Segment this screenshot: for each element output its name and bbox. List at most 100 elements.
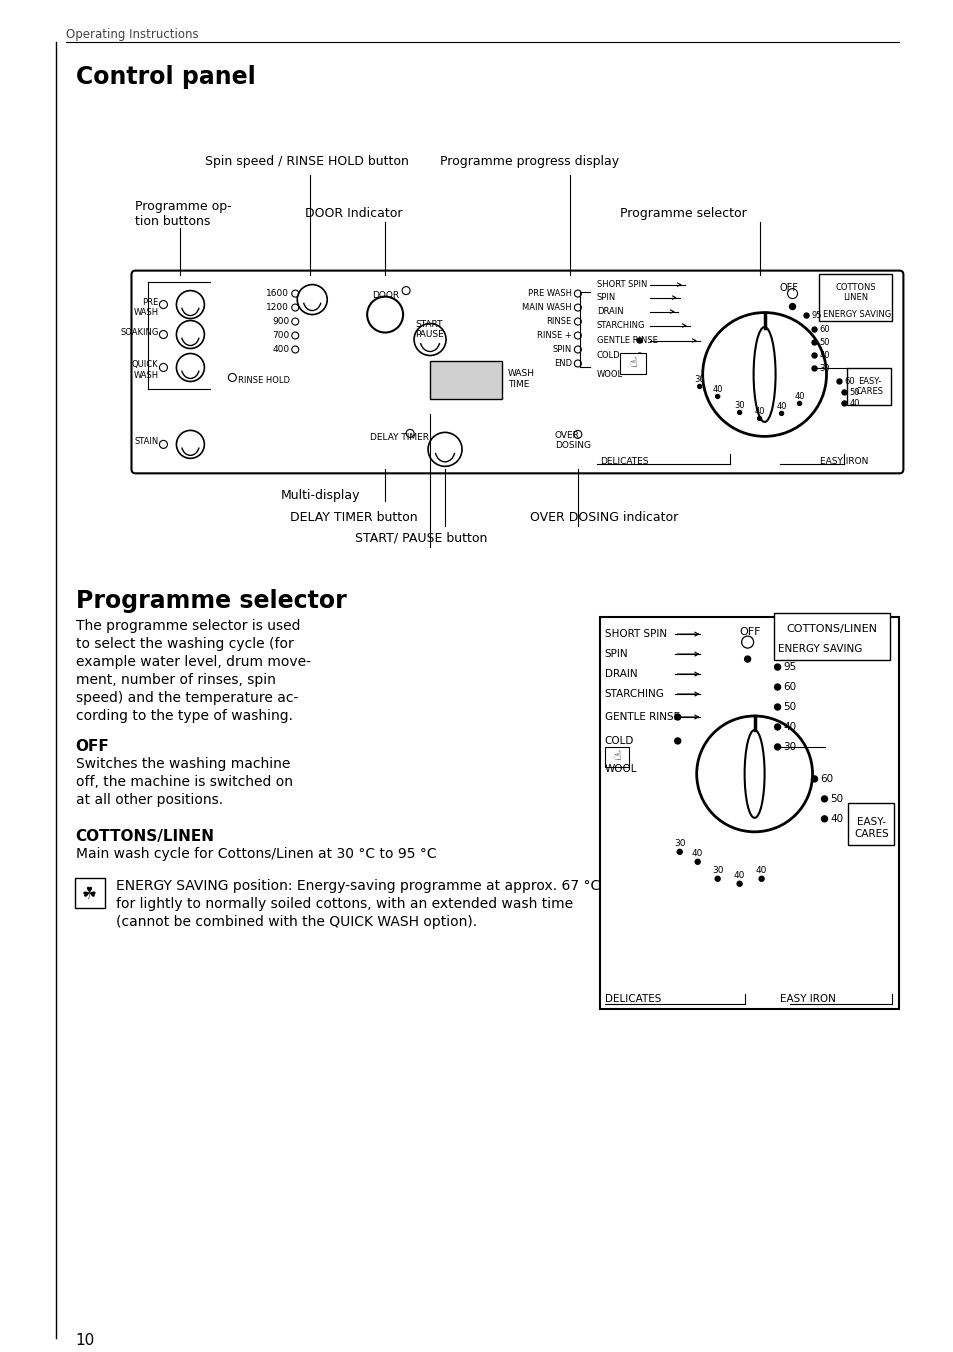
- Circle shape: [811, 776, 817, 781]
- Text: to select the washing cycle (for: to select the washing cycle (for: [75, 637, 293, 652]
- Circle shape: [836, 379, 841, 384]
- Text: OFF: OFF: [739, 627, 760, 637]
- Text: ENERGY SAVING: ENERGY SAVING: [821, 310, 890, 319]
- Text: DELAY TIMER: DELAY TIMER: [370, 434, 429, 442]
- Circle shape: [674, 738, 680, 744]
- Text: 30: 30: [734, 402, 744, 410]
- Text: COTTONS/LINEN: COTTONS/LINEN: [75, 829, 214, 844]
- Ellipse shape: [744, 730, 763, 818]
- Text: cording to the type of washing.: cording to the type of washing.: [75, 708, 293, 723]
- Text: Programme op-: Programme op-: [135, 200, 232, 212]
- Text: SHORT SPIN: SHORT SPIN: [604, 629, 666, 639]
- Circle shape: [774, 684, 780, 690]
- Text: QUICK
WASH: QUICK WASH: [132, 361, 158, 380]
- Text: The programme selector is used: The programme selector is used: [75, 619, 300, 633]
- Text: GENTLE RINSE: GENTLE RINSE: [597, 337, 657, 345]
- Text: 60: 60: [782, 681, 796, 692]
- Text: 30: 30: [694, 375, 704, 384]
- Text: CARES: CARES: [853, 829, 888, 838]
- Text: RINSE +: RINSE +: [537, 331, 571, 339]
- Text: ☘: ☘: [82, 884, 97, 903]
- Text: 95: 95: [811, 311, 821, 320]
- FancyBboxPatch shape: [74, 877, 105, 907]
- Circle shape: [774, 664, 780, 671]
- Text: ☝: ☝: [613, 750, 620, 764]
- Circle shape: [637, 353, 641, 358]
- Text: OVER: OVER: [555, 431, 579, 441]
- Bar: [619, 353, 645, 375]
- Text: EASY IRON: EASY IRON: [779, 994, 835, 1003]
- Circle shape: [757, 416, 760, 420]
- Text: STAIN: STAIN: [134, 438, 158, 446]
- Text: 700: 700: [272, 331, 289, 339]
- Circle shape: [695, 860, 700, 864]
- Text: 60: 60: [819, 324, 829, 334]
- Circle shape: [811, 339, 816, 345]
- FancyBboxPatch shape: [132, 270, 902, 473]
- Text: 900: 900: [272, 318, 289, 326]
- Text: CARES: CARES: [855, 388, 882, 396]
- Text: GENTLE RINSE: GENTLE RINSE: [604, 713, 679, 722]
- Text: 50: 50: [782, 702, 796, 713]
- Text: STARCHING: STARCHING: [604, 690, 664, 699]
- Circle shape: [774, 704, 780, 710]
- Text: 30: 30: [819, 364, 829, 373]
- Circle shape: [811, 327, 816, 333]
- Text: SPIN: SPIN: [604, 649, 628, 658]
- Text: ENERGY SAVING position: Energy-saving programme at approx. 67 °C: ENERGY SAVING position: Energy-saving pr…: [115, 879, 599, 892]
- Text: START: START: [415, 319, 442, 329]
- Circle shape: [841, 402, 846, 406]
- Text: RINSE: RINSE: [546, 318, 571, 326]
- Text: 40: 40: [819, 352, 829, 360]
- Text: COTTONS/LINEN: COTTONS/LINEN: [785, 625, 876, 634]
- Text: (cannot be combined with the QUICK WASH option).: (cannot be combined with the QUICK WASH …: [115, 915, 476, 929]
- Text: 1600: 1600: [266, 289, 289, 297]
- Text: 400: 400: [272, 345, 289, 354]
- Circle shape: [697, 384, 701, 388]
- Text: COLD: COLD: [597, 352, 619, 360]
- FancyBboxPatch shape: [847, 803, 894, 845]
- Text: 30: 30: [782, 742, 796, 752]
- Circle shape: [803, 314, 808, 318]
- Text: COTTONS: COTTONS: [834, 283, 875, 292]
- Text: off, the machine is switched on: off, the machine is switched on: [75, 775, 293, 790]
- Text: DOSING: DOSING: [555, 441, 590, 450]
- Text: SPIN: SPIN: [597, 293, 616, 301]
- Text: 40: 40: [691, 849, 702, 859]
- Text: DELICATES: DELICATES: [599, 457, 648, 466]
- Text: DRAIN: DRAIN: [604, 669, 637, 679]
- Text: Spin speed / RINSE HOLD button: Spin speed / RINSE HOLD button: [205, 154, 409, 168]
- Ellipse shape: [753, 327, 775, 422]
- Circle shape: [811, 353, 816, 358]
- Text: WASH: WASH: [507, 369, 535, 379]
- Text: 40: 40: [830, 814, 842, 823]
- Circle shape: [674, 714, 680, 721]
- Circle shape: [637, 338, 641, 343]
- Bar: [599, 617, 899, 1009]
- Text: at all other positions.: at all other positions.: [75, 792, 222, 807]
- Circle shape: [774, 723, 780, 730]
- Text: speed) and the temperature ac-: speed) and the temperature ac-: [75, 691, 297, 704]
- Text: PAUSE: PAUSE: [415, 330, 443, 338]
- Circle shape: [789, 304, 795, 310]
- Text: EASY IRON: EASY IRON: [819, 457, 867, 466]
- Text: Switches the washing machine: Switches the washing machine: [75, 757, 290, 771]
- Text: Programme selector: Programme selector: [75, 589, 346, 614]
- Circle shape: [779, 411, 782, 415]
- Text: tion buttons: tion buttons: [135, 215, 211, 227]
- Text: DOOR Indicator: DOOR Indicator: [305, 207, 402, 220]
- Text: 50: 50: [848, 388, 859, 397]
- Text: DELICATES: DELICATES: [604, 994, 660, 1003]
- Text: SPIN: SPIN: [552, 345, 571, 354]
- Text: 40: 40: [712, 385, 722, 393]
- Text: Multi-display: Multi-display: [280, 489, 359, 503]
- Text: DELAY TIMER button: DELAY TIMER button: [290, 511, 417, 525]
- Circle shape: [715, 395, 719, 399]
- Circle shape: [737, 882, 741, 887]
- Text: 60: 60: [820, 773, 833, 784]
- Circle shape: [821, 796, 826, 802]
- Circle shape: [677, 849, 681, 854]
- Text: 50: 50: [830, 794, 842, 804]
- Text: ☝: ☝: [628, 357, 636, 370]
- Circle shape: [737, 411, 740, 415]
